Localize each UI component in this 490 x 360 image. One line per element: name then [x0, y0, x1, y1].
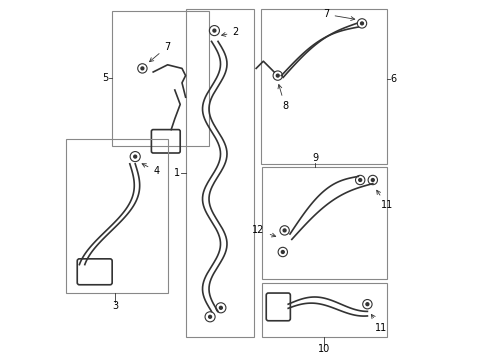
Circle shape [281, 251, 284, 253]
Circle shape [366, 303, 369, 306]
Text: 11: 11 [377, 190, 393, 210]
Bar [112, 11, 209, 146]
Text: 11: 11 [371, 314, 387, 333]
Text: 8: 8 [278, 85, 288, 111]
Circle shape [276, 74, 279, 77]
Circle shape [220, 306, 222, 309]
Text: 9: 9 [312, 153, 318, 163]
Circle shape [213, 29, 216, 32]
Circle shape [141, 67, 144, 70]
Circle shape [134, 155, 137, 158]
Circle shape [359, 179, 362, 181]
Bar [186, 9, 254, 337]
Circle shape [283, 229, 286, 232]
Text: 12: 12 [252, 225, 276, 237]
Text: 4: 4 [142, 164, 159, 176]
Text: 3: 3 [112, 301, 119, 311]
Text: 1: 1 [174, 168, 180, 178]
Bar [262, 283, 387, 337]
Text: 2: 2 [221, 27, 239, 37]
Circle shape [361, 22, 364, 25]
Bar [262, 167, 387, 279]
Text: 6: 6 [391, 74, 397, 84]
Circle shape [371, 179, 374, 181]
Text: 5: 5 [102, 73, 108, 83]
Text: 7: 7 [149, 42, 170, 62]
Bar [261, 9, 387, 164]
Bar [66, 139, 168, 293]
Text: 7: 7 [323, 9, 355, 21]
Circle shape [209, 315, 212, 318]
Text: 10: 10 [318, 344, 330, 354]
